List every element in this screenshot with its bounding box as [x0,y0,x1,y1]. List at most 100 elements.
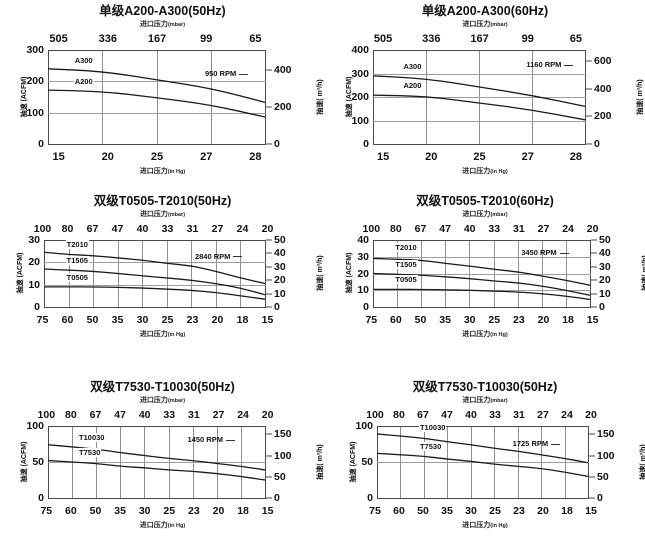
vertical-gridline [93,240,94,308]
series-curve-T10030 [377,433,589,464]
right-y-tick-mark-1 [266,252,272,254]
left-y-axis-label: 抽速 (ACFM) [21,76,28,117]
curve-layer [44,251,266,300]
top-tick-0: 100 [33,223,52,235]
bottom-tick-9: 15 [261,314,274,326]
vertical-gridline [265,50,266,145]
left-y-tick-2: 0 [367,492,373,504]
rpm-value: 1450 RPM [187,435,223,445]
chart-panel-a200-a300-50hz: 单级A200-A300(50Hz) 进口压力(mbar) 505 336 167 99 65… [0,0,325,190]
bottom-tick-2: 25 [150,151,164,163]
right-y-tick-mark-1 [591,252,597,254]
top-axis-caption: 进口压力(mbar) [462,21,508,28]
bottom-tick-9: 15 [585,505,597,517]
horizontal-gridline [44,307,266,308]
bottom-tick-1: 60 [65,505,77,517]
right-y-tick-0: 50 [274,234,286,246]
horizontal-gridline [377,426,589,427]
left-y-tick-3: 10 [357,284,369,296]
right-y-tick-mark-1 [586,88,592,90]
left-y-tick-3: 0 [38,138,44,150]
left-y-tick-0: 400 [351,44,369,56]
bottom-tick-6: 23 [186,314,199,326]
rpm-annotation: 1725 RPM [513,439,561,448]
vertical-gridline [48,50,49,145]
bottom-axis-caption: 进口压力(in Hg) [139,331,186,338]
bottom-tick-3: 35 [439,314,451,326]
bottom-axis-caption: 进口压力(in Hg) [462,331,508,338]
right-y-tick-mark-1 [266,106,272,108]
series-label-A200: A200 [402,80,423,90]
right-y-tick-5: 0 [599,301,605,313]
left-y-axis-label: 抽速 (ACFM) [350,441,357,482]
bottom-tick-row: 75 60 50 35 30 25 23 20 18 15 [363,505,603,517]
right-y-tick-labels: 50 40 30 20 10 0 [266,234,300,313]
top-tick-8: 24 [236,223,249,235]
rpm-value: 1160 RPM [526,60,562,70]
right-y-tick-mark-3 [266,497,272,499]
top-tick-3: 99 [200,33,213,45]
bottom-tick-4: 30 [465,505,477,517]
series-curve-T0505 [44,286,266,300]
plot-area: T2010 T1505 T0505 2840 RPM [44,239,266,308]
right-y-tick-mark-0 [591,239,597,241]
curve-layer [373,75,586,121]
top-tick-6: 31 [186,223,199,235]
right-y-tick-labels: 150 100 50 0 [589,426,623,504]
bottom-tick-8: 18 [237,505,249,517]
right-y-tick-mark-0 [586,60,592,62]
series-label-T2010: T2010 [394,243,418,253]
right-y-tick-mark-0 [266,239,272,241]
series-label-T7530: T7530 [418,441,443,451]
rpm-value: 3450 RPM [521,248,557,258]
left-y-tick-labels: 100 50 0 [341,420,373,504]
series-label-A300: A300 [73,55,94,65]
left-y-tick-1: 200 [26,75,44,87]
bottom-tick-2: 50 [89,505,102,517]
top-tick-1: 336 [98,33,117,45]
chart-title: 双级T0505-T2010(50Hz) [93,194,232,208]
top-tick-row: 505 336 167 99 65 [34,33,280,45]
top-axis-caption: 进口压力(mbar) [139,397,186,404]
bottom-tick-1: 20 [425,151,438,163]
bottom-tick-0: 75 [36,314,49,326]
top-tick-row: 100 80 67 47 40 33 31 27 24 20 [30,223,280,235]
top-tick-0: 505 [49,33,68,45]
top-tick-row: 100 80 67 47 40 33 31 27 24 20 [34,409,280,421]
bottom-tick-0: 75 [369,505,381,517]
right-y-tick-labels: 600 400 200 0 [586,50,620,150]
left-y-tick-2: 200 [351,91,369,103]
series-label-T10030: T10030 [418,423,447,433]
right-y-tick-0: 150 [597,428,615,440]
bottom-axis-caption: 进口压力(in Hg) [462,522,508,529]
left-y-tick-1: 50 [361,456,373,468]
bottom-tick-0: 75 [40,505,53,517]
bottom-tick-3: 35 [111,314,124,326]
right-y-tick-0: 50 [599,234,611,246]
bottom-tick-3: 27 [200,151,213,163]
left-y-tick-1: 300 [351,68,369,80]
right-y-tick-2: 50 [274,471,286,483]
top-tick-1: 80 [393,409,405,421]
top-tick-row: 100 80 67 47 40 33 31 27 24 20 [363,409,603,421]
left-y-tick-labels: 30 20 10 0 [8,234,40,313]
left-y-tick-labels: 300 200 100 0 [12,44,44,150]
horizontal-gridline [373,257,591,258]
horizontal-gridline [377,498,589,499]
chart-title: 双级T7530-T10030(50Hz) [90,380,235,394]
rpm-value: 950 RPM [204,69,237,78]
top-tick-3: 47 [114,409,126,421]
top-tick-9: 20 [586,223,599,235]
bottom-tick-6: 23 [513,505,525,517]
top-tick-2: 67 [86,223,99,235]
horizontal-gridline [44,240,266,241]
right-y-tick-3: 20 [274,274,286,286]
bottom-tick-2: 50 [417,505,429,517]
right-y-tick-1: 40 [274,247,286,259]
right-y-tick-1: 200 [274,101,292,113]
horizontal-gridline [48,50,266,51]
right-y-tick-mark-5 [591,306,597,308]
right-y-tick-mark-3 [591,279,597,281]
bottom-tick-row: 15 20 25 27 28 [34,151,280,163]
right-y-tick-mark-4 [591,293,597,295]
